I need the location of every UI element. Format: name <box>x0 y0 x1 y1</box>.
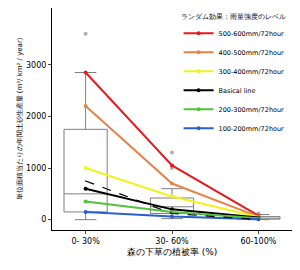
svg-text:100-200mm/72hour: 100-200mm/72hour <box>219 125 284 133</box>
svg-text:3000: 3000 <box>26 61 46 70</box>
svg-text:ランダム効果：雨量強度のレベル: ランダム効果：雨量強度のレベル <box>181 13 286 21</box>
svg-text:300-400mm/72hour: 300-400mm/72hour <box>219 68 284 76</box>
svg-text:60-100%: 60-100% <box>240 237 276 246</box>
svg-text:Basical line: Basical line <box>219 87 256 95</box>
svg-text:0- 30%: 0- 30% <box>71 237 100 246</box>
svg-text:400-500mm/72hour: 400-500mm/72hour <box>219 49 284 57</box>
svg-text:0: 0 <box>41 215 46 224</box>
svg-text:1000: 1000 <box>26 164 46 173</box>
svg-text:2000: 2000 <box>26 112 46 121</box>
svg-text:500-600mm/72hour: 500-600mm/72hour <box>219 30 284 38</box>
svg-text:30- 60%: 30- 60% <box>155 237 189 246</box>
svg-text:200-300mm/72hour: 200-300mm/72hour <box>219 106 284 114</box>
svg-text:単位面積当たりの年間土砂生産量 (m³/ km² / yea: 単位面積当たりの年間土砂生産量 (m³/ km² / year) <box>16 37 24 200</box>
svg-text:森の下草の植被率 (%): 森の下草の植被率 (%) <box>127 247 217 257</box>
